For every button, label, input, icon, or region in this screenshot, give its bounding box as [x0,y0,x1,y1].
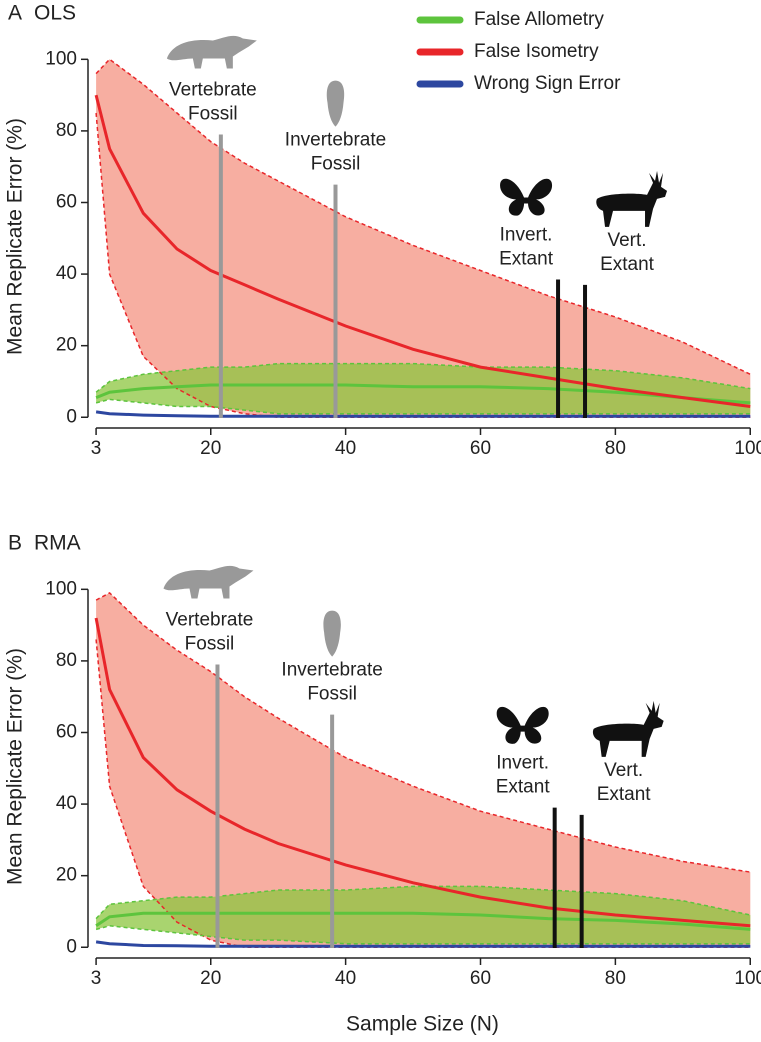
x-tick-label: 100 [734,438,761,459]
band-edge [95,591,751,873]
annotation-label: Vertebrate [166,610,254,631]
y-axis-label: Mean Replicate Error (%) [4,648,27,885]
x-tick-label: 80 [605,438,626,459]
x-tick-label: 60 [470,438,491,459]
panel-letter: A [8,2,22,25]
y-tick-label: 60 [56,722,77,743]
annotation-label: Fossil [188,104,238,125]
annotation-label: Invertebrate [281,660,382,681]
annotation-label: Vertebrate [169,80,257,101]
series-line [95,383,751,405]
y-tick-label: 80 [56,650,77,671]
x-tick-label: 3 [91,968,102,989]
x-tick-label: 40 [335,438,356,459]
legend-label: Wrong Sign Error [474,73,621,94]
silhouette-icon [496,706,549,744]
x-tick-label: 60 [470,968,491,989]
x-axis-label: Sample Size (N) [346,1013,499,1036]
x-tick-label: 40 [335,968,356,989]
annotation-label: Extant [597,784,652,805]
legend-label: False Allometry [474,9,604,30]
x-tick-label: 100 [734,968,761,989]
series-line [95,940,751,948]
annotation-label: Invertebrate [285,130,386,151]
y-axis-label: Mean Replicate Error (%) [4,118,27,355]
y-tick-label: 0 [66,936,77,957]
y-tick-label: 100 [45,578,77,599]
annotation-label: Extant [496,777,551,798]
panel: A OLS Mean Replicate Error (%) 0 20 40 60 80 100… [4,2,761,459]
x-tick-label: 20 [200,968,221,989]
panel: B RMA Mean Replicate Error (%) Sample Size … [4,532,761,1036]
x-tick-label: 80 [605,968,626,989]
silhouette-icon [326,80,345,127]
annotation-label: Invert. [496,753,549,774]
y-tick-label: 40 [56,793,77,814]
band-edge [95,925,751,945]
annotation-label: Vert. [604,760,643,781]
y-tick-label: 0 [66,406,77,427]
annotation-label: Fossil [311,154,361,175]
band-edge [95,398,751,415]
y-tick-label: 100 [45,48,77,69]
series-line [94,94,751,408]
silhouette-icon [163,565,254,599]
series-line [95,410,751,418]
silhouette-icon [592,700,664,757]
annotation-label: Fossil [185,634,235,655]
y-tick-label: 20 [56,335,77,356]
band-edge [95,58,751,375]
y-tick-label: 20 [56,865,77,886]
panel-title: RMA [34,532,81,555]
annotation-label: Fossil [307,684,357,705]
annotation-label: Extant [600,254,655,275]
panel-title: OLS [34,2,76,25]
panel-letter: B [8,532,22,555]
band-edge [95,885,751,920]
annotation-label: Extant [499,248,554,269]
y-tick-label: 60 [56,192,77,213]
silhouette-icon [166,35,257,69]
annotation-label: Vert. [607,230,646,251]
silhouette-icon [596,170,668,227]
y-tick-label: 40 [56,263,77,284]
silhouette-icon [323,610,341,657]
band-edge [95,362,751,393]
series-line [95,911,751,931]
x-tick-label: 20 [200,438,221,459]
annotation-label: Invert. [500,224,553,245]
series-line [94,617,751,928]
y-tick-label: 80 [56,120,77,141]
legend-label: False Isometry [474,41,599,62]
x-tick-label: 3 [91,438,102,459]
silhouette-icon [500,178,553,216]
error-band [96,592,751,948]
